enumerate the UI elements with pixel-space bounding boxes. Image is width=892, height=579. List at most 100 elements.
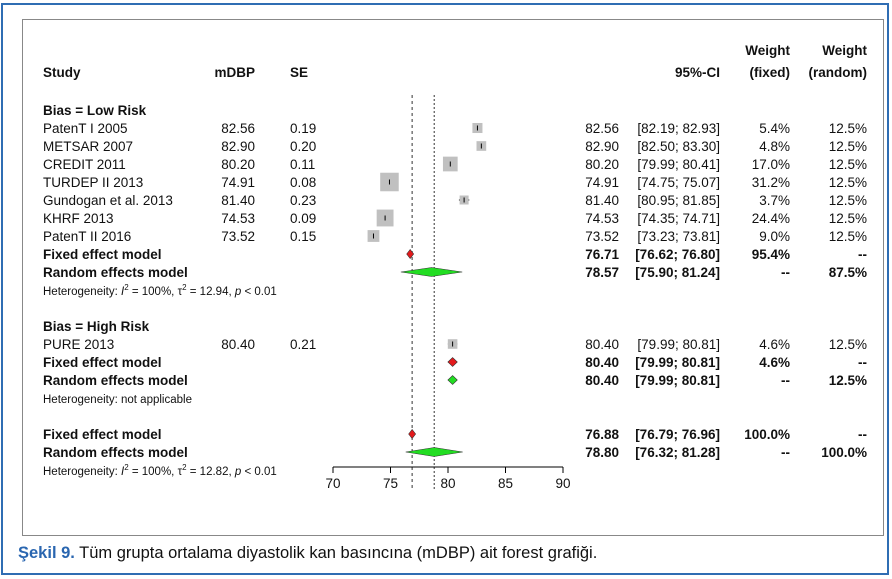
figure-frame: Study mDBP SE 95%-CI Weight (fixed) Weight (ran… — [1, 3, 889, 575]
study-weight-random: 12.5% — [829, 193, 867, 208]
subgroup-fixed-model-ci-range: [79.99; 80.81] — [635, 355, 720, 370]
subgroup-fixed-model-weight-fixed: 4.6% — [759, 355, 790, 370]
overall-random-model-label: Random effects model — [43, 445, 188, 460]
study-ci-estimate: 81.40 — [585, 193, 619, 208]
header-mean: mDBP — [214, 65, 255, 80]
header-study: Study — [43, 65, 81, 80]
study-weight-random: 12.5% — [829, 211, 867, 226]
study-se: 0.20 — [290, 139, 316, 154]
study-ci-range: [74.35; 74.71] — [637, 211, 720, 226]
study-ci-estimate: 74.53 — [585, 211, 619, 226]
study-ci-estimate: 74.91 — [585, 175, 619, 190]
study-name: PatenT I 2005 — [43, 121, 128, 136]
study-name: PURE 2013 — [43, 337, 114, 352]
x-axis-tick-label: 70 — [325, 476, 340, 491]
header-se: SE — [290, 65, 308, 80]
overall-fixed-model-weight-fixed: 100.0% — [744, 427, 790, 442]
study-mean: 80.20 — [221, 157, 255, 172]
heterogeneity-overall: Heterogeneity: I2 = 100%, τ2 = 12.82, p … — [43, 463, 277, 478]
subgroup-fixed-model-weight-fixed: 95.4% — [752, 247, 790, 262]
study-ci-estimate: 73.52 — [585, 229, 619, 244]
study-ci-range: [74.75; 75.07] — [637, 175, 720, 190]
study-ci-range: [79.99; 80.41] — [637, 157, 720, 172]
subgroup-fixed-model-weight-random: -- — [858, 247, 867, 262]
subgroup-random-model-label: Random effects model — [43, 373, 188, 388]
study-ci-estimate: 82.90 — [585, 139, 619, 154]
study-ci-range: [82.50; 83.30] — [637, 139, 720, 154]
overall-fixed-model-weight-random: -- — [858, 427, 867, 442]
study-ci-estimate: 82.56 — [585, 121, 619, 136]
study-mean: 74.91 — [221, 175, 255, 190]
figure-caption: Şekil 9. Tüm grupta ortalama diyastolik … — [18, 544, 597, 563]
subgroup-random-model-weight-random: 12.5% — [829, 373, 867, 388]
heterogeneity-high-risk: Heterogeneity: not applicable — [43, 394, 192, 406]
study-name: CREDIT 2011 — [43, 157, 126, 172]
header-weight-fixed: Weight — [745, 43, 790, 58]
subgroup-fixed-model-ci-estimate: 80.40 — [585, 355, 619, 370]
study-se: 0.11 — [290, 157, 315, 172]
study-name: PatenT II 2016 — [43, 229, 131, 244]
subgroup-random-model-weight-fixed: -- — [781, 265, 790, 280]
subgroup-fixed-model-diamond — [406, 249, 415, 259]
study-weight-random: 12.5% — [829, 139, 867, 154]
subgroup-random-model-weight-fixed: -- — [781, 373, 790, 388]
x-axis-tick-label: 85 — [498, 476, 513, 491]
study-ci-range: [82.19; 82.93] — [637, 121, 720, 136]
study-mean: 81.40 — [221, 193, 255, 208]
subgroup-random-model-ci-estimate: 78.57 — [585, 265, 619, 280]
overall-fixed-model-ci-range: [76.79; 76.96] — [635, 427, 720, 442]
study-weight-fixed: 3.7% — [759, 193, 790, 208]
header-weight-random: Weight — [822, 43, 867, 58]
study-se: 0.15 — [290, 229, 316, 244]
study-se: 0.23 — [290, 193, 316, 208]
header-weight-fixed-sub: (fixed) — [750, 65, 791, 80]
forest-plot-panel: Study mDBP SE 95%-CI Weight (fixed) Weight (ran… — [22, 19, 884, 536]
study-name: Gundogan et al. 2013 — [43, 193, 173, 208]
study-ci-range: [79.99; 80.81] — [637, 337, 720, 352]
study-se: 0.21 — [290, 337, 316, 352]
overall-random-model-ci-range: [76.32; 81.28] — [635, 445, 720, 460]
study-weight-fixed: 4.6% — [759, 337, 790, 352]
study-weight-random: 12.5% — [829, 229, 867, 244]
subgroup-fixed-model-weight-random: -- — [858, 355, 867, 370]
overall-random-model-ci-estimate: 78.80 — [585, 445, 619, 460]
subgroup-random-model-ci-range: [79.99; 80.81] — [635, 373, 720, 388]
overall-fixed-model-diamond — [408, 429, 417, 439]
subgroup-fixed-model-ci-range: [76.62; 76.80] — [635, 247, 720, 262]
study-mean: 73.52 — [221, 229, 255, 244]
study-mean: 80.40 — [221, 337, 255, 352]
study-se: 0.19 — [290, 121, 316, 136]
study-name: METSAR 2007 — [43, 139, 133, 154]
overall-random-model-weight-random: 100.0% — [821, 445, 867, 460]
study-weight-fixed: 5.4% — [759, 121, 790, 136]
subgroup-fixed-model-label: Fixed effect model — [43, 247, 162, 262]
study-weight-fixed: 24.4% — [752, 211, 790, 226]
subgroup-random-model-ci-range: [75.90; 81.24] — [635, 265, 720, 280]
x-axis-tick-label: 75 — [383, 476, 398, 491]
subgroup-fixed-model-ci-estimate: 76.71 — [585, 247, 619, 262]
x-axis-tick-label: 90 — [555, 476, 570, 491]
study-mean: 82.56 — [221, 121, 255, 136]
subgroup-random-model-weight-random: 87.5% — [829, 265, 867, 280]
study-mean: 82.90 — [221, 139, 255, 154]
study-weight-fixed: 9.0% — [759, 229, 790, 244]
study-weight-fixed: 31.2% — [752, 175, 790, 190]
overall-fixed-model-label: Fixed effect model — [43, 427, 162, 442]
subgroup-label-high-risk: Bias = High Risk — [43, 319, 150, 334]
study-weight-random: 12.5% — [829, 157, 867, 172]
study-weight-fixed: 17.0% — [752, 157, 790, 172]
study-ci-estimate: 80.20 — [585, 157, 619, 172]
study-name: TURDEP II 2013 — [43, 175, 143, 190]
header-weight-random-sub: (random) — [809, 65, 868, 80]
subgroup-random-model-diamond — [400, 267, 463, 277]
overall-random-model-diamond — [405, 447, 463, 457]
caption-label: Şekil 9. — [18, 544, 75, 562]
overall-random-model-weight-fixed: -- — [781, 445, 790, 460]
study-se: 0.08 — [290, 175, 316, 190]
overall-fixed-model-ci-estimate: 76.88 — [585, 427, 619, 442]
header-ci: 95%-CI — [675, 65, 720, 80]
heterogeneity-low-risk: Heterogeneity: I2 = 100%, τ2 = 12.94, p … — [43, 283, 277, 298]
subgroup-random-model-label: Random effects model — [43, 265, 188, 280]
study-se: 0.09 — [290, 211, 316, 226]
study-ci-range: [73.23; 73.81] — [637, 229, 720, 244]
